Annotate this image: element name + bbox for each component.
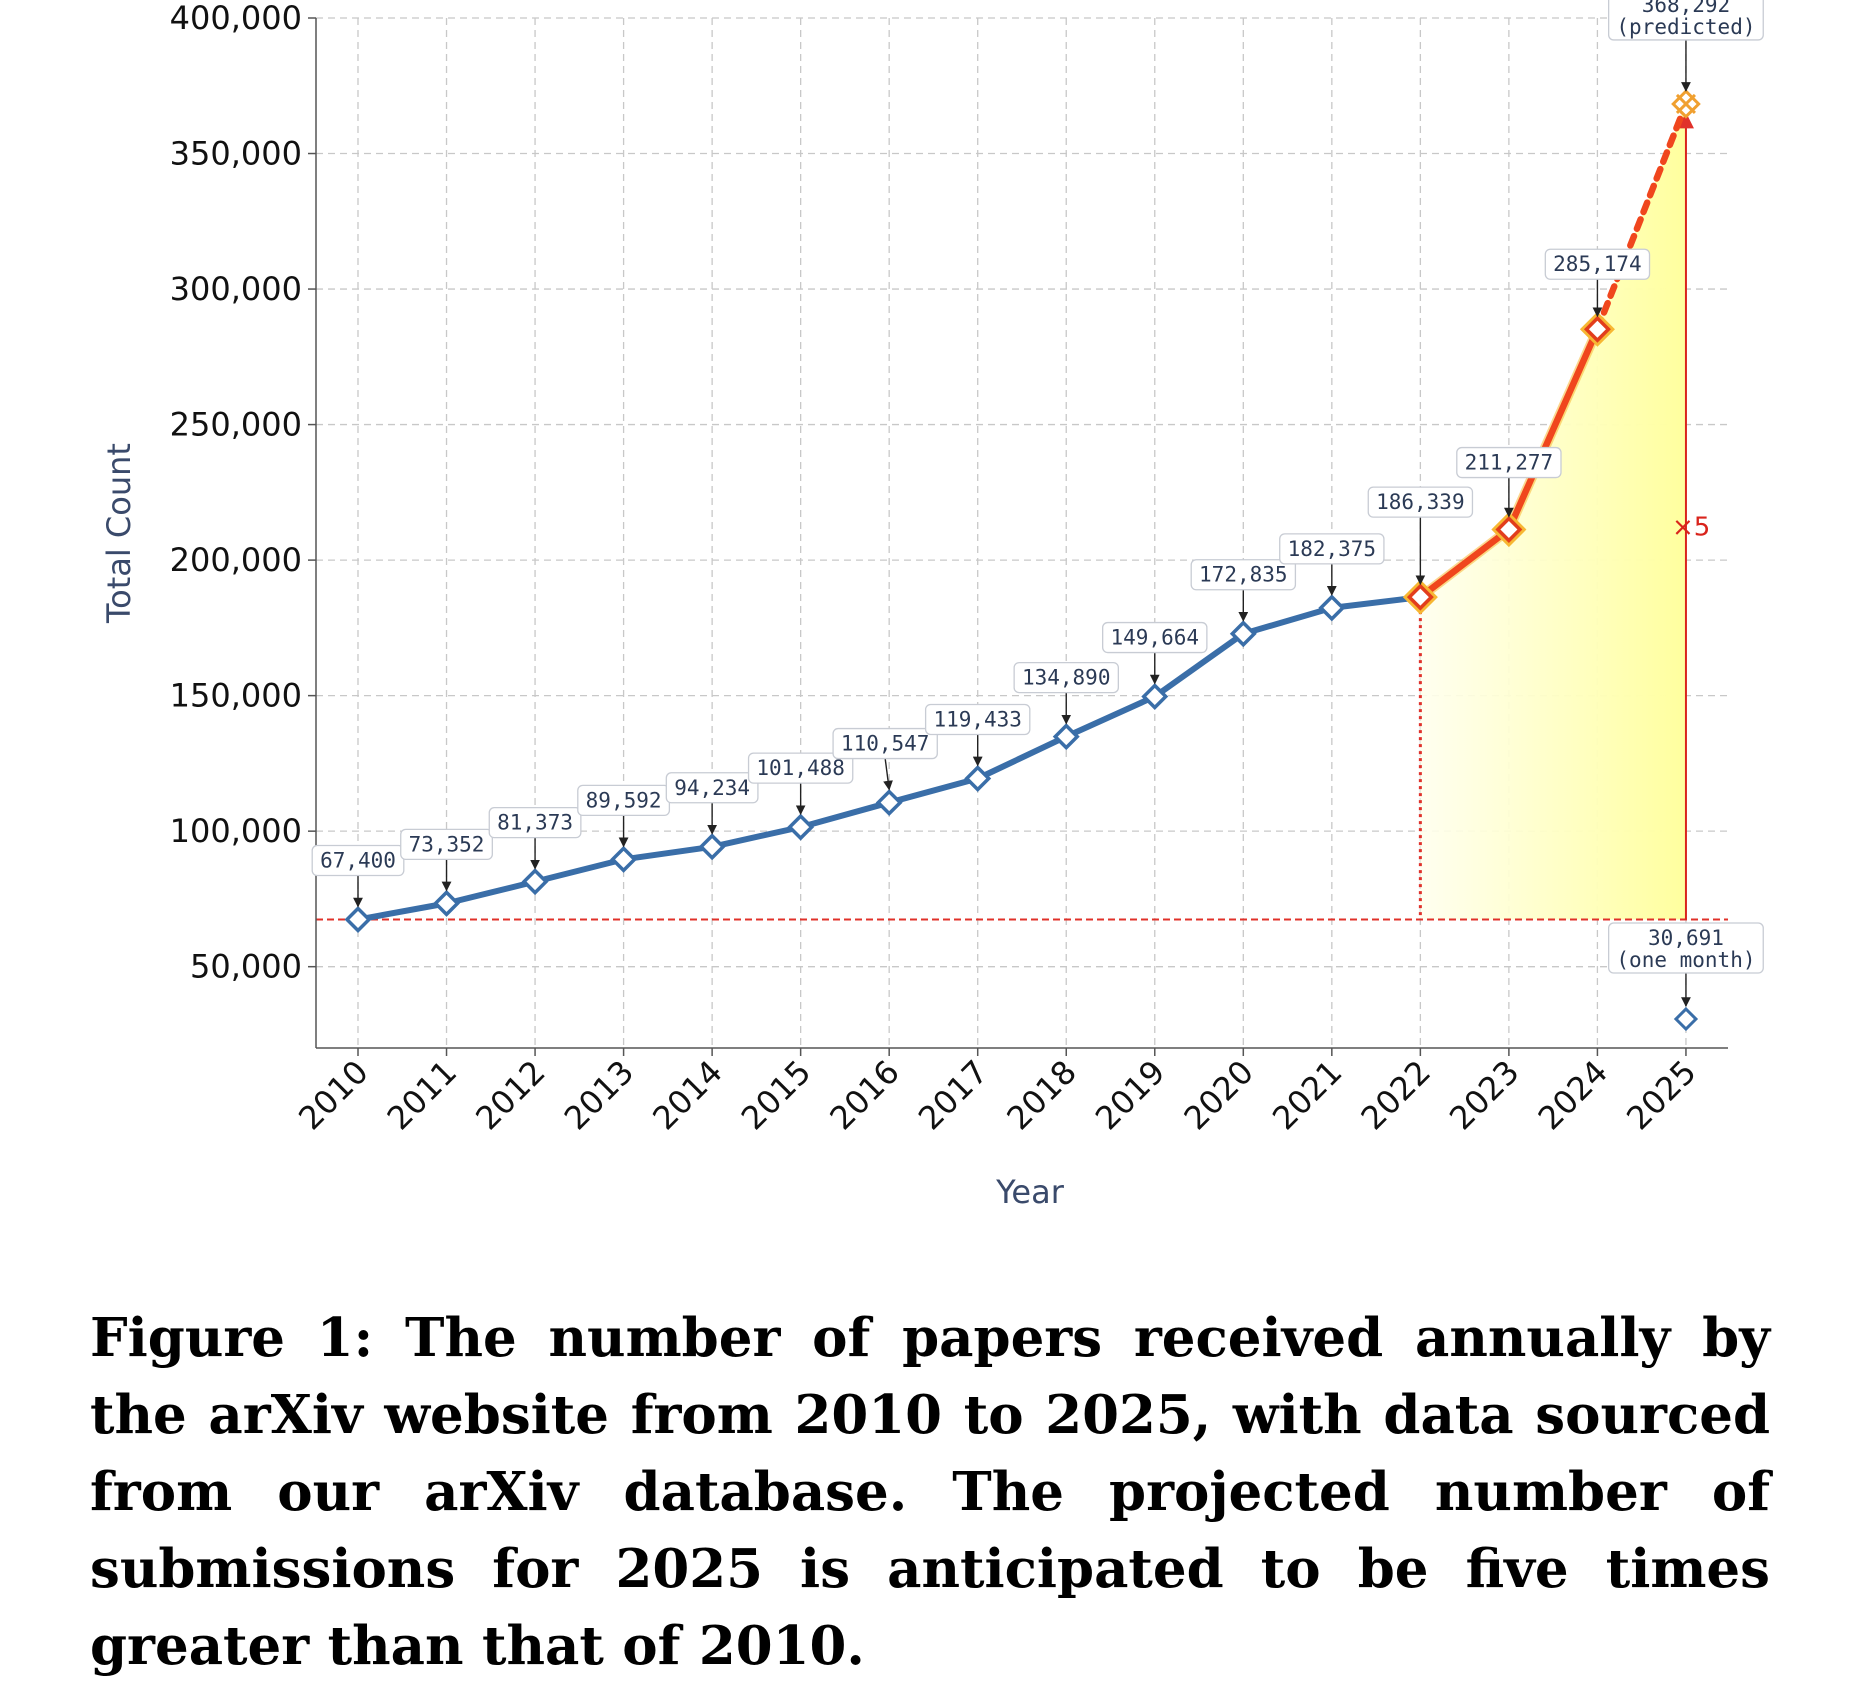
annotation-box	[665, 772, 759, 804]
y-tick-label: 250,000	[170, 406, 302, 444]
baseline-reference-lines: ×5	[316, 112, 1728, 921]
data-marker	[787, 813, 815, 841]
data-label: 67,400	[320, 849, 396, 873]
marker-halo	[1402, 579, 1438, 615]
annotation-box	[1013, 661, 1119, 694]
y-tick-label: 300,000	[170, 270, 302, 308]
marker-halo	[1579, 311, 1615, 347]
annotation-box	[1608, 922, 1764, 974]
data-marker	[1495, 516, 1523, 544]
data-label: 73,352	[409, 832, 485, 856]
data-label: 211,277	[1465, 451, 1554, 475]
y-tick-label: 150,000	[170, 677, 302, 715]
data-label: (predicted)	[1616, 15, 1755, 39]
x-tick-label: 2013	[557, 1053, 641, 1137]
annotation-box	[832, 727, 938, 760]
annotation-arrow	[883, 758, 893, 791]
predicted-marker-cross	[1675, 93, 1697, 115]
x-tick-label: 2022	[1354, 1053, 1438, 1137]
data-label: 172,835	[1199, 563, 1288, 587]
data-label: 182,375	[1288, 537, 1377, 561]
data-marker	[698, 833, 726, 861]
data-marker	[433, 889, 461, 917]
y-tick-label: 400,000	[170, 0, 302, 37]
annotation-box	[488, 806, 582, 839]
data-label: 134,890	[1022, 666, 1111, 690]
data-label: 119,433	[933, 707, 1022, 731]
x-axis-label: Year	[995, 1173, 1065, 1211]
data-label: 186,339	[1376, 490, 1465, 514]
x-tick-label: 2014	[645, 1053, 729, 1137]
data-label: 101,488	[756, 756, 845, 780]
x-tick-label: 2012	[468, 1053, 552, 1137]
data-marker	[964, 765, 992, 792]
marker-halo	[1491, 512, 1527, 548]
x-tick-label: 2020	[1177, 1053, 1261, 1137]
data-marker	[1141, 683, 1169, 711]
data-label: 285,174	[1553, 252, 1642, 276]
annotation-box	[1456, 446, 1562, 479]
annotation-box	[1279, 533, 1385, 565]
annotation-box	[311, 844, 405, 877]
data-markers	[344, 89, 1701, 1032]
x-tick-label: 2016	[822, 1053, 906, 1137]
x-tick-label: 2017	[911, 1053, 995, 1137]
growth-factor-label: ×5	[1672, 513, 1710, 543]
annotation-box	[747, 752, 854, 784]
arxiv-papers-line-chart: ×5 50,000 100,000 150,000 200,000 250,000 300…	[100, 0, 1764, 1211]
data-marker	[1406, 583, 1434, 611]
x-tick-label: 2010	[291, 1053, 375, 1137]
data-marker	[875, 789, 903, 817]
data-label: 94,234	[674, 776, 750, 800]
data-marker	[1052, 723, 1080, 751]
data-label: 110,547	[841, 732, 930, 756]
y-axis-label: Total Count	[100, 443, 138, 624]
data-label: 368,292	[1642, 0, 1731, 17]
axis-labels: Year Total Count	[100, 443, 1065, 1211]
data-label: 89,592	[586, 788, 662, 812]
annotation-box	[1367, 486, 1474, 518]
x-tick-label: 2024	[1531, 1053, 1615, 1137]
y-tick-label: 200,000	[170, 541, 302, 579]
x-tick-label: 2023	[1442, 1053, 1526, 1137]
figure-caption: Figure 1: The number of papers received …	[90, 1307, 1770, 1677]
y-tick-label: 100,000	[170, 812, 302, 850]
annotation-box	[400, 828, 493, 861]
y-tick-label: 350,000	[170, 135, 302, 173]
data-marker	[1318, 594, 1346, 622]
shaded-area	[1420, 103, 1686, 920]
x-tick-label: 2021	[1265, 1053, 1349, 1137]
data-label: 149,664	[1111, 626, 1200, 650]
y-tick-label: 50,000	[190, 948, 302, 986]
figure: ×5 50,000 100,000 150,000 200,000 250,000 300…	[90, 0, 1770, 1677]
data-marker	[1229, 620, 1257, 648]
data-marker	[610, 845, 638, 873]
x-tick-label: 2018	[999, 1053, 1083, 1137]
data-label: 30,691	[1648, 926, 1724, 950]
x-tick-label: 2025	[1619, 1053, 1703, 1137]
series-line	[1594, 100, 1690, 333]
data-label-annotations: 67,400 73,352 81,373 89,592 94,234101,488110…	[311, 0, 1764, 1008]
one-month-marker	[1673, 1006, 1699, 1032]
annotation-box	[1190, 559, 1297, 591]
annotation-box	[1544, 248, 1651, 280]
x-tick-label: 2015	[734, 1053, 818, 1137]
data-label: (one month)	[1616, 948, 1755, 972]
growth-shaded-region	[1420, 103, 1686, 920]
data-label: 81,373	[497, 811, 573, 835]
annotation-box	[1608, 0, 1764, 41]
data-marker	[521, 868, 549, 896]
data-marker	[344, 906, 372, 933]
data-marker	[1583, 315, 1611, 343]
x-tick-label: 2011	[380, 1053, 464, 1137]
annotation-box	[1102, 621, 1208, 654]
annotation-box	[924, 703, 1031, 736]
x-tick-label: 2019	[1088, 1053, 1172, 1137]
